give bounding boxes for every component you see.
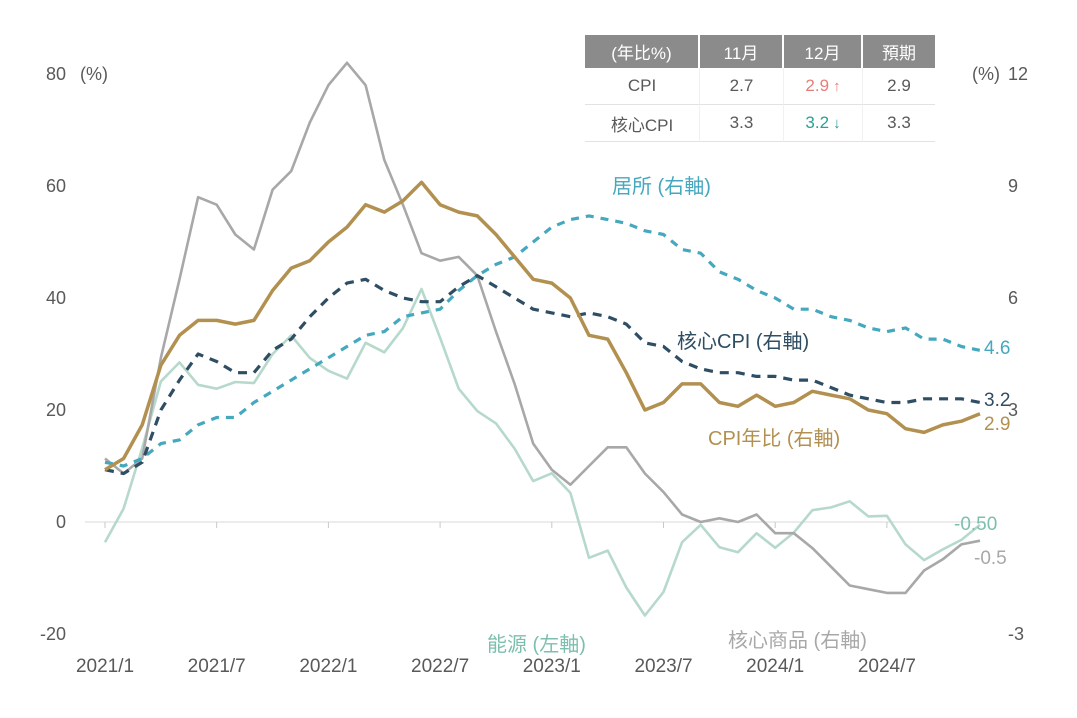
right-axis-unit-label: (%) bbox=[972, 64, 1000, 84]
left-axis-tick-label: 20 bbox=[46, 400, 66, 420]
table-header-row: (年比%) 11月 12月 預期 bbox=[585, 35, 935, 68]
x-tick-label: 2023/1 bbox=[523, 656, 581, 677]
x-tick-label: 2021/7 bbox=[188, 656, 246, 677]
series-label-cpi: CPI年比 (右軸) bbox=[708, 427, 840, 450]
right-axis-tick-label: 12 bbox=[1008, 64, 1028, 84]
left-axis-tick-label: 60 bbox=[46, 176, 66, 196]
left-axis-tick-label: -20 bbox=[40, 624, 66, 644]
series-line-energy bbox=[103, 287, 981, 617]
table-header-expected: 預期 bbox=[863, 35, 935, 68]
series-line-cpi bbox=[104, 180, 981, 472]
left-axis-tick-label: 0 bbox=[56, 512, 66, 532]
left-axis-tick-label: 40 bbox=[46, 288, 66, 308]
series-label-core_cpi: 核心CPI (右軸) bbox=[677, 330, 809, 353]
table-header-nov: 11月 bbox=[700, 35, 784, 68]
core-cpi-nov-value: 3.3 bbox=[700, 105, 784, 142]
table-header-dec: 12月 bbox=[784, 35, 863, 68]
end-value-label-cpi: 2.9 bbox=[984, 414, 1010, 435]
series-line-shelter bbox=[104, 214, 981, 468]
end-value-label-shelter: 4.6 bbox=[984, 338, 1010, 359]
series-label-shelter: 居所 (右軸) bbox=[612, 175, 711, 198]
x-tick-label: 2023/7 bbox=[634, 656, 692, 677]
down-arrow-icon: ↓ bbox=[833, 114, 841, 132]
x-tick-label: 2021/1 bbox=[76, 656, 134, 677]
core-cpi-dec-cell: 3.2 ↓ bbox=[784, 105, 863, 142]
x-tick-label: 2022/1 bbox=[299, 656, 357, 677]
end-value-label-core_goods: -0.5 bbox=[974, 548, 1007, 569]
cpi-dec-cell: 2.9 ↑ bbox=[784, 68, 863, 105]
x-tick-label: 2022/7 bbox=[411, 656, 469, 677]
series-label-energy: 能源 (左軸) bbox=[487, 633, 586, 656]
cpi-nov-value: 2.7 bbox=[700, 68, 784, 105]
series-line-core_cpi bbox=[104, 274, 981, 476]
right-axis-tick-label: 9 bbox=[1008, 176, 1018, 196]
right-axis-tick-label: -3 bbox=[1008, 624, 1024, 644]
core-cpi-dec-value: 3.2 bbox=[805, 113, 830, 132]
table-header-metric: (年比%) bbox=[585, 35, 700, 68]
right-axis-tick-label: 6 bbox=[1008, 288, 1018, 308]
table-row-core-cpi: 核心CPI 3.3 3.2 ↓ 3.3 bbox=[585, 105, 935, 142]
cpi-dec-value: 2.9 bbox=[805, 76, 830, 95]
cpi-row-label: CPI bbox=[585, 68, 700, 105]
x-tick-label: 2024/7 bbox=[858, 656, 916, 677]
cpi-summary-table: (年比%) 11月 12月 預期 CPI 2.7 2.9 ↑ 2.9 核心CPI… bbox=[585, 35, 935, 142]
left-axis-tick-label: 80 bbox=[46, 64, 66, 84]
end-value-label-energy: -0.50 bbox=[954, 514, 997, 535]
series-line-core_goods bbox=[104, 61, 981, 595]
left-axis-unit-label: (%) bbox=[80, 64, 108, 84]
up-arrow-icon: ↑ bbox=[833, 77, 841, 95]
series-label-core_goods: 核心商品 (右軸) bbox=[728, 629, 867, 652]
cpi-expected-value: 2.9 bbox=[863, 68, 935, 105]
x-tick-label: 2024/1 bbox=[746, 656, 804, 677]
right-axis-tick-label: 3 bbox=[1008, 400, 1018, 420]
core-cpi-row-label: 核心CPI bbox=[585, 105, 700, 142]
end-value-label-core_cpi: 3.2 bbox=[984, 390, 1010, 411]
core-cpi-expected-value: 3.3 bbox=[863, 105, 935, 142]
table-row-cpi: CPI 2.7 2.9 ↑ 2.9 bbox=[585, 68, 935, 105]
